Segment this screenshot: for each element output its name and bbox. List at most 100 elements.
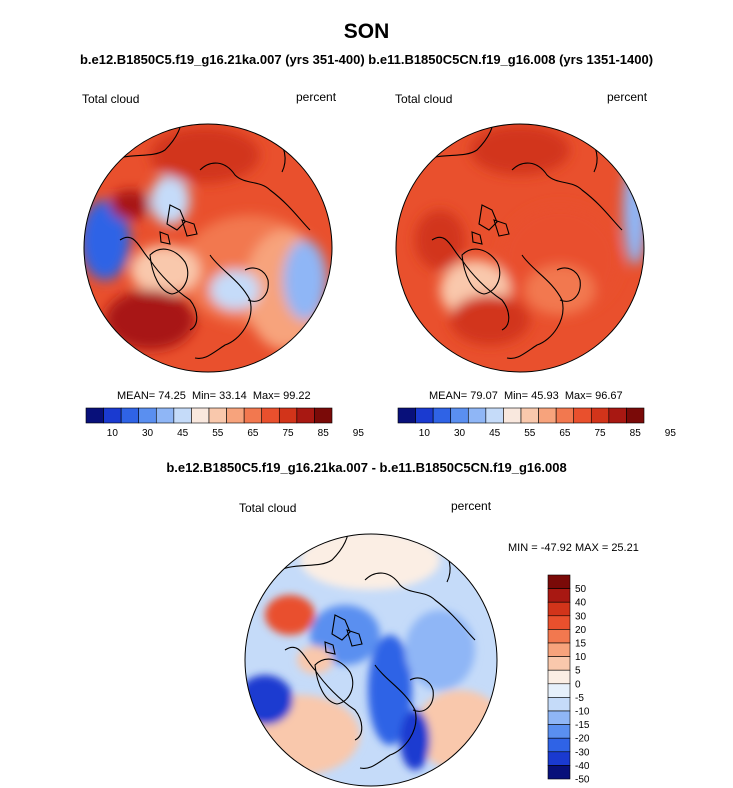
- panel2-colorbar-swatch: [467, 407, 487, 424]
- panel2-colorbar-swatch: [590, 407, 610, 424]
- panel2-colorbar-tick-label: 95: [665, 428, 677, 439]
- panel2-map-border: [395, 123, 645, 373]
- panel3-variable-label: Total cloud: [239, 501, 297, 515]
- panel1-colorbar-swatch: [173, 407, 192, 424]
- panel1-colorbar-swatch: [296, 407, 315, 424]
- panel1-region-north-high: [150, 127, 260, 183]
- panel2-colorbar-swatch: [485, 407, 504, 424]
- panel3-coast-siberia-bay: [409, 677, 434, 712]
- panel1-colorbar-tick-label: 55: [212, 428, 224, 439]
- panel3-colorbar-tick-label: 20: [575, 625, 587, 636]
- panel3-colorbar-tick-label: 0: [575, 679, 581, 690]
- panel3-colorbar-swatch: [547, 765, 571, 780]
- panel2-coast-eurasia-north: [511, 162, 623, 231]
- panel1-region-canada-low: [150, 175, 190, 225]
- panel3-colorbar-tick-label: 10: [575, 652, 587, 663]
- panel1-region-east-low: [283, 240, 327, 320]
- panel1-colorbar-swatch: [103, 407, 122, 424]
- panel2-colorbar-tick-label: 85: [630, 428, 642, 439]
- panel1-stats: MEAN= 74.25 Min= 33.14 Max= 99.22: [117, 390, 311, 402]
- panel1-colorbar-tick-label: 85: [318, 428, 330, 439]
- panel1-coast-siberia-bay: [244, 267, 269, 302]
- panel1-colorbar-swatch: [138, 407, 157, 424]
- panel1-region-greenland: [130, 245, 200, 295]
- panel2-units-label: percent: [607, 90, 648, 104]
- panel2-colorbar-tick-label: 30: [454, 428, 466, 439]
- panel3-colorbar-swatch: [547, 724, 571, 739]
- panel2-region-north-high: [470, 125, 570, 175]
- panel3-region-pacific-negative: [245, 675, 293, 725]
- panel3-region-north-near-zero: [300, 534, 440, 590]
- panel1-colorbar-swatch: [85, 407, 104, 424]
- panel1-coast-greenland: [119, 236, 198, 331]
- panel2-coast-greenland: [431, 236, 510, 331]
- panel3-colorbar-tick-label: 15: [575, 639, 587, 650]
- panel3-units-label: percent: [451, 499, 492, 513]
- panel1-coast-greenland-island: [149, 248, 189, 295]
- panel3-region-greenland-positive: [297, 646, 333, 674]
- panel1-colorbar-tick-label: 65: [247, 428, 259, 439]
- panel3-colorbar-swatch: [547, 737, 571, 753]
- panel3-colorbar-tick-label: -30: [575, 747, 590, 758]
- panel1-colorbar-tick-label: 75: [283, 428, 295, 439]
- panel2-region-atlantic-high: [450, 295, 530, 345]
- panel2-colorbar-tick-label: 10: [419, 428, 431, 439]
- panel2-colorbar-tick-label: 55: [524, 428, 536, 439]
- panel1-colorbar-swatch: [155, 407, 175, 424]
- panel3-map: [245, 534, 497, 786]
- panel1-units-label: percent: [296, 90, 337, 104]
- figure-title: SON: [343, 20, 390, 43]
- panel1-colorbar-swatch: [314, 407, 333, 424]
- panel3-colorbar-swatch: [547, 683, 571, 698]
- panel3-coast-scandinavia: [359, 664, 417, 769]
- panel2-colorbar-swatch: [397, 407, 416, 424]
- panel3-colorbar-swatch: [547, 574, 571, 589]
- panel3-colorbar-tick-label: 30: [575, 611, 587, 622]
- panel3-colorbar-tick-label: -20: [575, 734, 590, 745]
- panel2-variable-label: Total cloud: [395, 92, 453, 106]
- panel2-colorbar-swatch: [415, 407, 434, 424]
- panel2-colorbar-swatch: [608, 407, 627, 424]
- panel1-region-pacific-low: [84, 200, 130, 280]
- panel1-colorbar-tick-label: 45: [177, 428, 189, 439]
- panel3-coast-greenland-island: [314, 658, 354, 705]
- panel3-colorbar-swatch: [547, 601, 571, 617]
- panel3-colorbar-tick-label: -40: [575, 761, 590, 772]
- panel1-coast-scandinavia: [194, 254, 252, 359]
- panel3-coast-eurasia-north: [364, 572, 476, 641]
- panel1-colorbar-swatch: [226, 407, 245, 424]
- panel3-colorbar-tick-label: -10: [575, 707, 590, 718]
- panel2-coast-scandinavia: [506, 254, 564, 359]
- panel2-colorbar-tick-label: 45: [489, 428, 501, 439]
- panel2-map: [396, 124, 644, 372]
- panel1-region-arctic-low: [210, 270, 260, 310]
- panel3-coast-archipelago: [324, 614, 363, 655]
- panel2-stats: MEAN= 79.07 Min= 45.93 Max= 96.67: [429, 390, 623, 402]
- panel2-colorbar-swatch: [538, 407, 557, 424]
- panel3-colorbar-swatch: [547, 656, 571, 671]
- panel3-colorbar-swatch: [547, 697, 571, 712]
- panel3-colorbar-swatch: [547, 710, 571, 725]
- panel1-region-alaska-high: [110, 190, 150, 220]
- panel2-coast-archipelago: [471, 204, 510, 245]
- panel3-colorbar-tick-label: -5: [575, 693, 584, 704]
- panel2-region-east-low: [623, 155, 644, 265]
- panel1-coast-eurasia-north: [199, 162, 311, 231]
- panel3-region-east-negative: [405, 610, 475, 690]
- panel1-colorbar-swatch: [120, 407, 140, 424]
- panel3-colorbar-swatch: [547, 751, 571, 766]
- panel3-colorbar-swatch: [547, 669, 571, 685]
- panel2-region-alaska-high: [415, 210, 465, 270]
- panel2-colorbar-swatch: [520, 407, 539, 424]
- panel3-colorbar-swatch: [547, 629, 571, 644]
- panel3-coast-greenland: [284, 646, 363, 741]
- difference-panel-subtitle: b.e12.B1850C5.f19_g16.21ka.007 - b.e11.B…: [166, 460, 567, 475]
- panel1-colorbar-swatch: [243, 407, 263, 424]
- panel3-region-alaska-positive: [265, 595, 315, 635]
- panel3-colorbar-tick-label: 5: [575, 666, 581, 677]
- panel2-colorbar-swatch: [432, 407, 452, 424]
- panel3-colorbar-swatch: [547, 588, 571, 603]
- panel2-colorbar-tick-label: 65: [559, 428, 571, 439]
